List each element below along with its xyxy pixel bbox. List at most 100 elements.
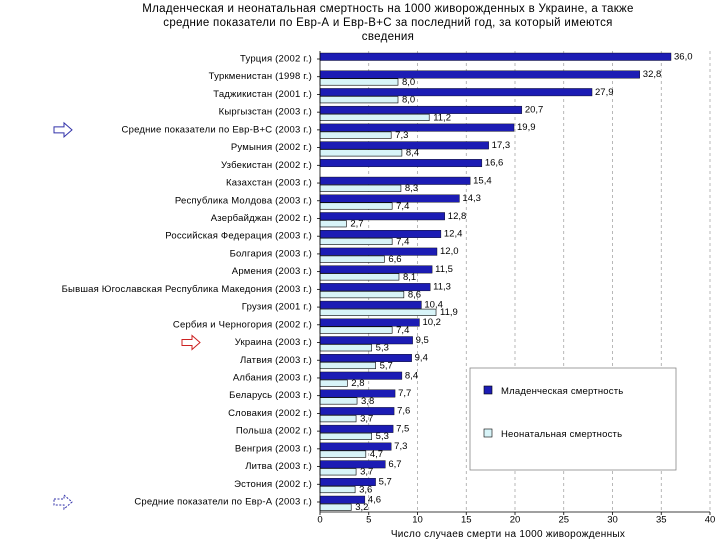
category-label: Бывшая Югославская Республика Македония … [62,284,312,295]
neonatal-value-label: 5,3 [376,431,389,442]
infant-value-label: 11,5 [435,264,453,275]
neonatal-mortality-bar [319,237,393,245]
x-tick-label: 35 [656,515,667,526]
infant-mortality-bar [319,123,515,132]
infant-value-label: 9,5 [416,335,429,346]
neonatal-mortality-bar [319,78,399,86]
category-label: Таджикистан (2001 г.) [213,89,312,100]
infant-mortality-bar [319,70,640,79]
category-label: Республика Молдова (2003 г.) [175,195,312,206]
highlight-markers [53,121,201,511]
infant-value-label: 4,6 [368,494,381,505]
neonatal-mortality-bar [319,344,372,352]
neonatal-value-label: 11,9 [440,307,458,318]
neonatal-value-label: 3,7 [360,414,373,425]
legend: Младенческая смертность Неонатальная сме… [469,367,677,471]
infant-value-label: 7,3 [394,441,407,452]
infant-value-label: 9,4 [415,353,428,364]
infant-value-label: 11,3 [433,282,451,293]
neonatal-value-label: 4,7 [370,449,383,460]
category-label: Словакия (2002 г.) [228,408,312,419]
x-tick-label: 0 [317,515,322,526]
infant-mortality-bar [319,354,412,362]
category-label: Грузия (2001 г.) [242,302,312,313]
infant-mortality-bar [319,460,386,469]
infant-value-label: 10,2 [422,317,441,328]
infant-value-label: 12,8 [448,211,467,222]
bars: 36,0 32,8 8,0 27,9 8,0 20,7 11,2 19,9 7,3 17,3 8,4… [319,51,693,513]
category-label: Венгрия (2003 г.) [235,443,312,454]
infant-value-label: 7,7 [398,388,411,399]
category-label: Кыргызстан (2003 г.) [219,107,312,118]
category-label: Украина (2003 г.) [235,337,312,348]
infant-mortality-bar [319,176,471,185]
category-label: Эстония (2002 г.) [234,479,312,490]
infant-value-label: 17,3 [492,140,511,151]
infant-mortality-bar [319,141,489,150]
infant-value-label: 8,4 [405,370,418,381]
category-label: Узбекистан (2002 г.) [221,160,312,171]
highlight-arrow-icon [53,121,73,138]
x-axis-title: Число случаев смерти на 1000 живорожденн… [391,529,625,540]
neonatal-value-label: 2,7 [350,219,363,230]
infant-value-label: 7,5 [396,423,409,434]
category-label: Туркменистан (1998 г.) [209,71,312,82]
infant-value-label: 36,0 [674,51,693,62]
infant-mortality-bar [319,105,523,114]
neonatal-value-label: 5,7 [380,360,393,371]
neonatal-value-label: 3,7 [360,467,373,478]
x-tick-label: 15 [461,515,472,526]
neonatal-mortality-bar [319,308,437,316]
infant-mortality-bar [319,407,395,416]
title-line-3: сведения [362,31,414,43]
infant-value-label: 16,6 [485,158,504,169]
infant-value-label: 7,6 [397,406,410,417]
infant-value-label: 12,0 [440,246,459,257]
neonatal-value-label: 8,6 [408,289,421,300]
infant-value-label: 14,3 [462,193,481,204]
legend-swatch-infant [483,385,493,395]
neonatal-mortality-bar [319,255,385,263]
neonatal-value-label: 11,2 [433,112,451,123]
category-labels: Турция (2002 г.) Туркменистан (1998 г.) Та… [62,54,312,508]
infant-value-label: 6,7 [388,459,401,470]
infant-mortality-bar [319,389,396,398]
title-line-2: средние показатели по Евр-А и Евр-В+С за… [163,17,612,29]
infant-value-label: 20,7 [525,104,544,115]
infant-mortality-bar [319,159,483,168]
infant-value-label: 5,7 [379,477,392,488]
neonatal-value-label: 7,3 [395,130,408,141]
neonatal-value-label: 2,8 [351,378,364,389]
neonatal-value-label: 3,8 [361,396,374,407]
neonatal-mortality-bar [319,96,399,104]
neonatal-mortality-bar [319,450,367,458]
category-label: Румыния (2002 г.) [231,142,312,153]
x-tick-label: 5 [366,515,371,526]
legend-label-neonatal: Неонатальная смертность [501,429,622,440]
neonatal-mortality-bar [319,397,358,405]
title-line-1: Младенческая и неонатальная смертность н… [142,3,633,15]
category-label: Турция (2002 г.) [240,54,312,65]
neonatal-mortality-bar [319,415,357,423]
infant-value-label: 12,4 [444,229,463,240]
neonatal-mortality-bar [319,113,430,121]
infant-mortality-bar [319,336,413,345]
neonatal-value-label: 3,6 [359,484,372,495]
category-label: Средние показатели по Евр-А (2003 г.) [134,497,312,508]
neonatal-value-label: 8,1 [403,272,416,283]
category-label: Казахстан (2003 г.) [226,178,312,189]
category-label: Азербайджан (2002 г.) [211,213,312,224]
neonatal-mortality-bar [319,273,400,281]
category-label: Латвия (2003 г.) [240,355,312,366]
category-label: Польша (2002 г.) [236,426,312,437]
highlight-arrow-icon [181,334,201,351]
category-label: Российская Федерация (2003 г.) [165,231,312,242]
neonatal-mortality-bar [319,291,405,299]
legend-box [469,367,677,471]
x-tick-label: 25 [558,515,569,526]
neonatal-mortality-bar [319,184,402,192]
neonatal-value-label: 5,3 [376,343,389,354]
neonatal-mortality-bar [319,131,392,139]
category-label: Литва (2003 г.) [245,461,312,472]
